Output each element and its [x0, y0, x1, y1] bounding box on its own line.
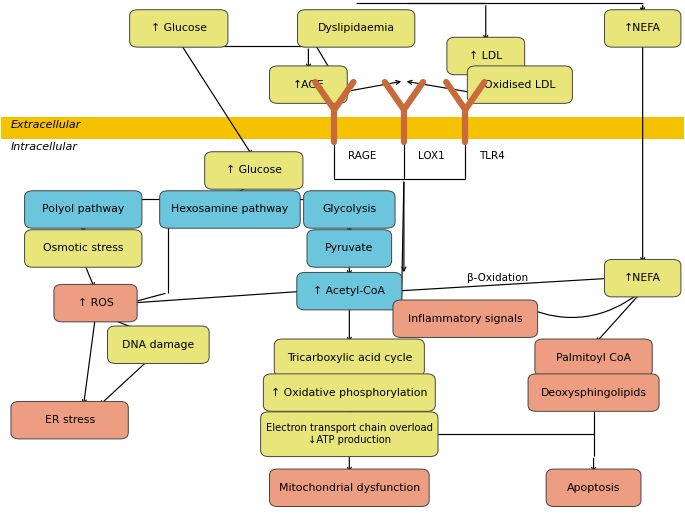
Text: Apoptosis: Apoptosis	[566, 483, 621, 493]
FancyBboxPatch shape	[297, 272, 402, 310]
FancyBboxPatch shape	[447, 37, 525, 75]
FancyBboxPatch shape	[25, 191, 142, 228]
Text: Polyol pathway: Polyol pathway	[42, 204, 125, 214]
FancyBboxPatch shape	[269, 66, 347, 104]
Text: ↑ Oxidative phosphorylation: ↑ Oxidative phosphorylation	[271, 388, 427, 397]
Text: Pyruvate: Pyruvate	[325, 244, 373, 254]
Text: Mitochondrial dysfunction: Mitochondrial dysfunction	[279, 483, 420, 493]
FancyBboxPatch shape	[274, 339, 425, 377]
FancyBboxPatch shape	[205, 152, 303, 189]
FancyBboxPatch shape	[297, 10, 415, 47]
FancyBboxPatch shape	[129, 10, 228, 47]
Text: Glycolysis: Glycolysis	[322, 204, 376, 214]
Text: Extracellular: Extracellular	[10, 120, 81, 130]
Text: β-Oxidation: β-Oxidation	[467, 273, 529, 283]
Text: ↑NEFA: ↑NEFA	[624, 273, 661, 283]
Text: Hexosamine pathway: Hexosamine pathway	[171, 204, 288, 214]
FancyBboxPatch shape	[303, 191, 395, 228]
FancyBboxPatch shape	[604, 10, 681, 47]
FancyBboxPatch shape	[160, 191, 300, 228]
FancyBboxPatch shape	[393, 300, 538, 337]
FancyBboxPatch shape	[307, 230, 392, 267]
Text: DNA damage: DNA damage	[122, 340, 195, 350]
Text: TLR4: TLR4	[479, 151, 505, 161]
Text: ↑ Glucose: ↑ Glucose	[226, 165, 282, 175]
FancyBboxPatch shape	[528, 374, 659, 411]
FancyBboxPatch shape	[25, 230, 142, 267]
FancyBboxPatch shape	[263, 374, 435, 411]
Text: RAGE: RAGE	[348, 151, 376, 161]
Text: LOX1: LOX1	[418, 151, 445, 161]
Text: Intracellular: Intracellular	[10, 142, 77, 152]
FancyBboxPatch shape	[11, 402, 128, 439]
Text: ↑AGE: ↑AGE	[292, 79, 324, 89]
Text: ↑ LDL: ↑ LDL	[469, 51, 502, 61]
Text: Electron transport chain overload
↓ATP production: Electron transport chain overload ↓ATP p…	[266, 424, 433, 445]
FancyBboxPatch shape	[1, 117, 684, 139]
FancyBboxPatch shape	[604, 259, 681, 297]
FancyBboxPatch shape	[535, 339, 652, 377]
Text: ER stress: ER stress	[45, 415, 95, 425]
Text: Deoxysphingolipids: Deoxysphingolipids	[540, 388, 647, 397]
Text: ↑ Acetyl-CoA: ↑ Acetyl-CoA	[313, 286, 386, 296]
Text: Tricarboxylic acid cycle: Tricarboxylic acid cycle	[286, 353, 412, 363]
FancyBboxPatch shape	[108, 326, 209, 363]
Text: Inflammatory signals: Inflammatory signals	[408, 314, 523, 324]
Text: ↑ ROS: ↑ ROS	[77, 298, 114, 308]
Text: Dyslipidaemia: Dyslipidaemia	[318, 24, 395, 33]
FancyBboxPatch shape	[467, 66, 573, 104]
FancyBboxPatch shape	[546, 469, 641, 506]
FancyBboxPatch shape	[260, 412, 438, 457]
Text: ↑NEFA: ↑NEFA	[624, 24, 661, 33]
FancyBboxPatch shape	[269, 469, 429, 506]
Text: Oxidised LDL: Oxidised LDL	[484, 79, 556, 89]
Text: Palmitoyl CoA: Palmitoyl CoA	[556, 353, 631, 363]
FancyBboxPatch shape	[54, 285, 137, 322]
Text: Osmotic stress: Osmotic stress	[43, 244, 123, 254]
Text: ↑ Glucose: ↑ Glucose	[151, 24, 207, 33]
